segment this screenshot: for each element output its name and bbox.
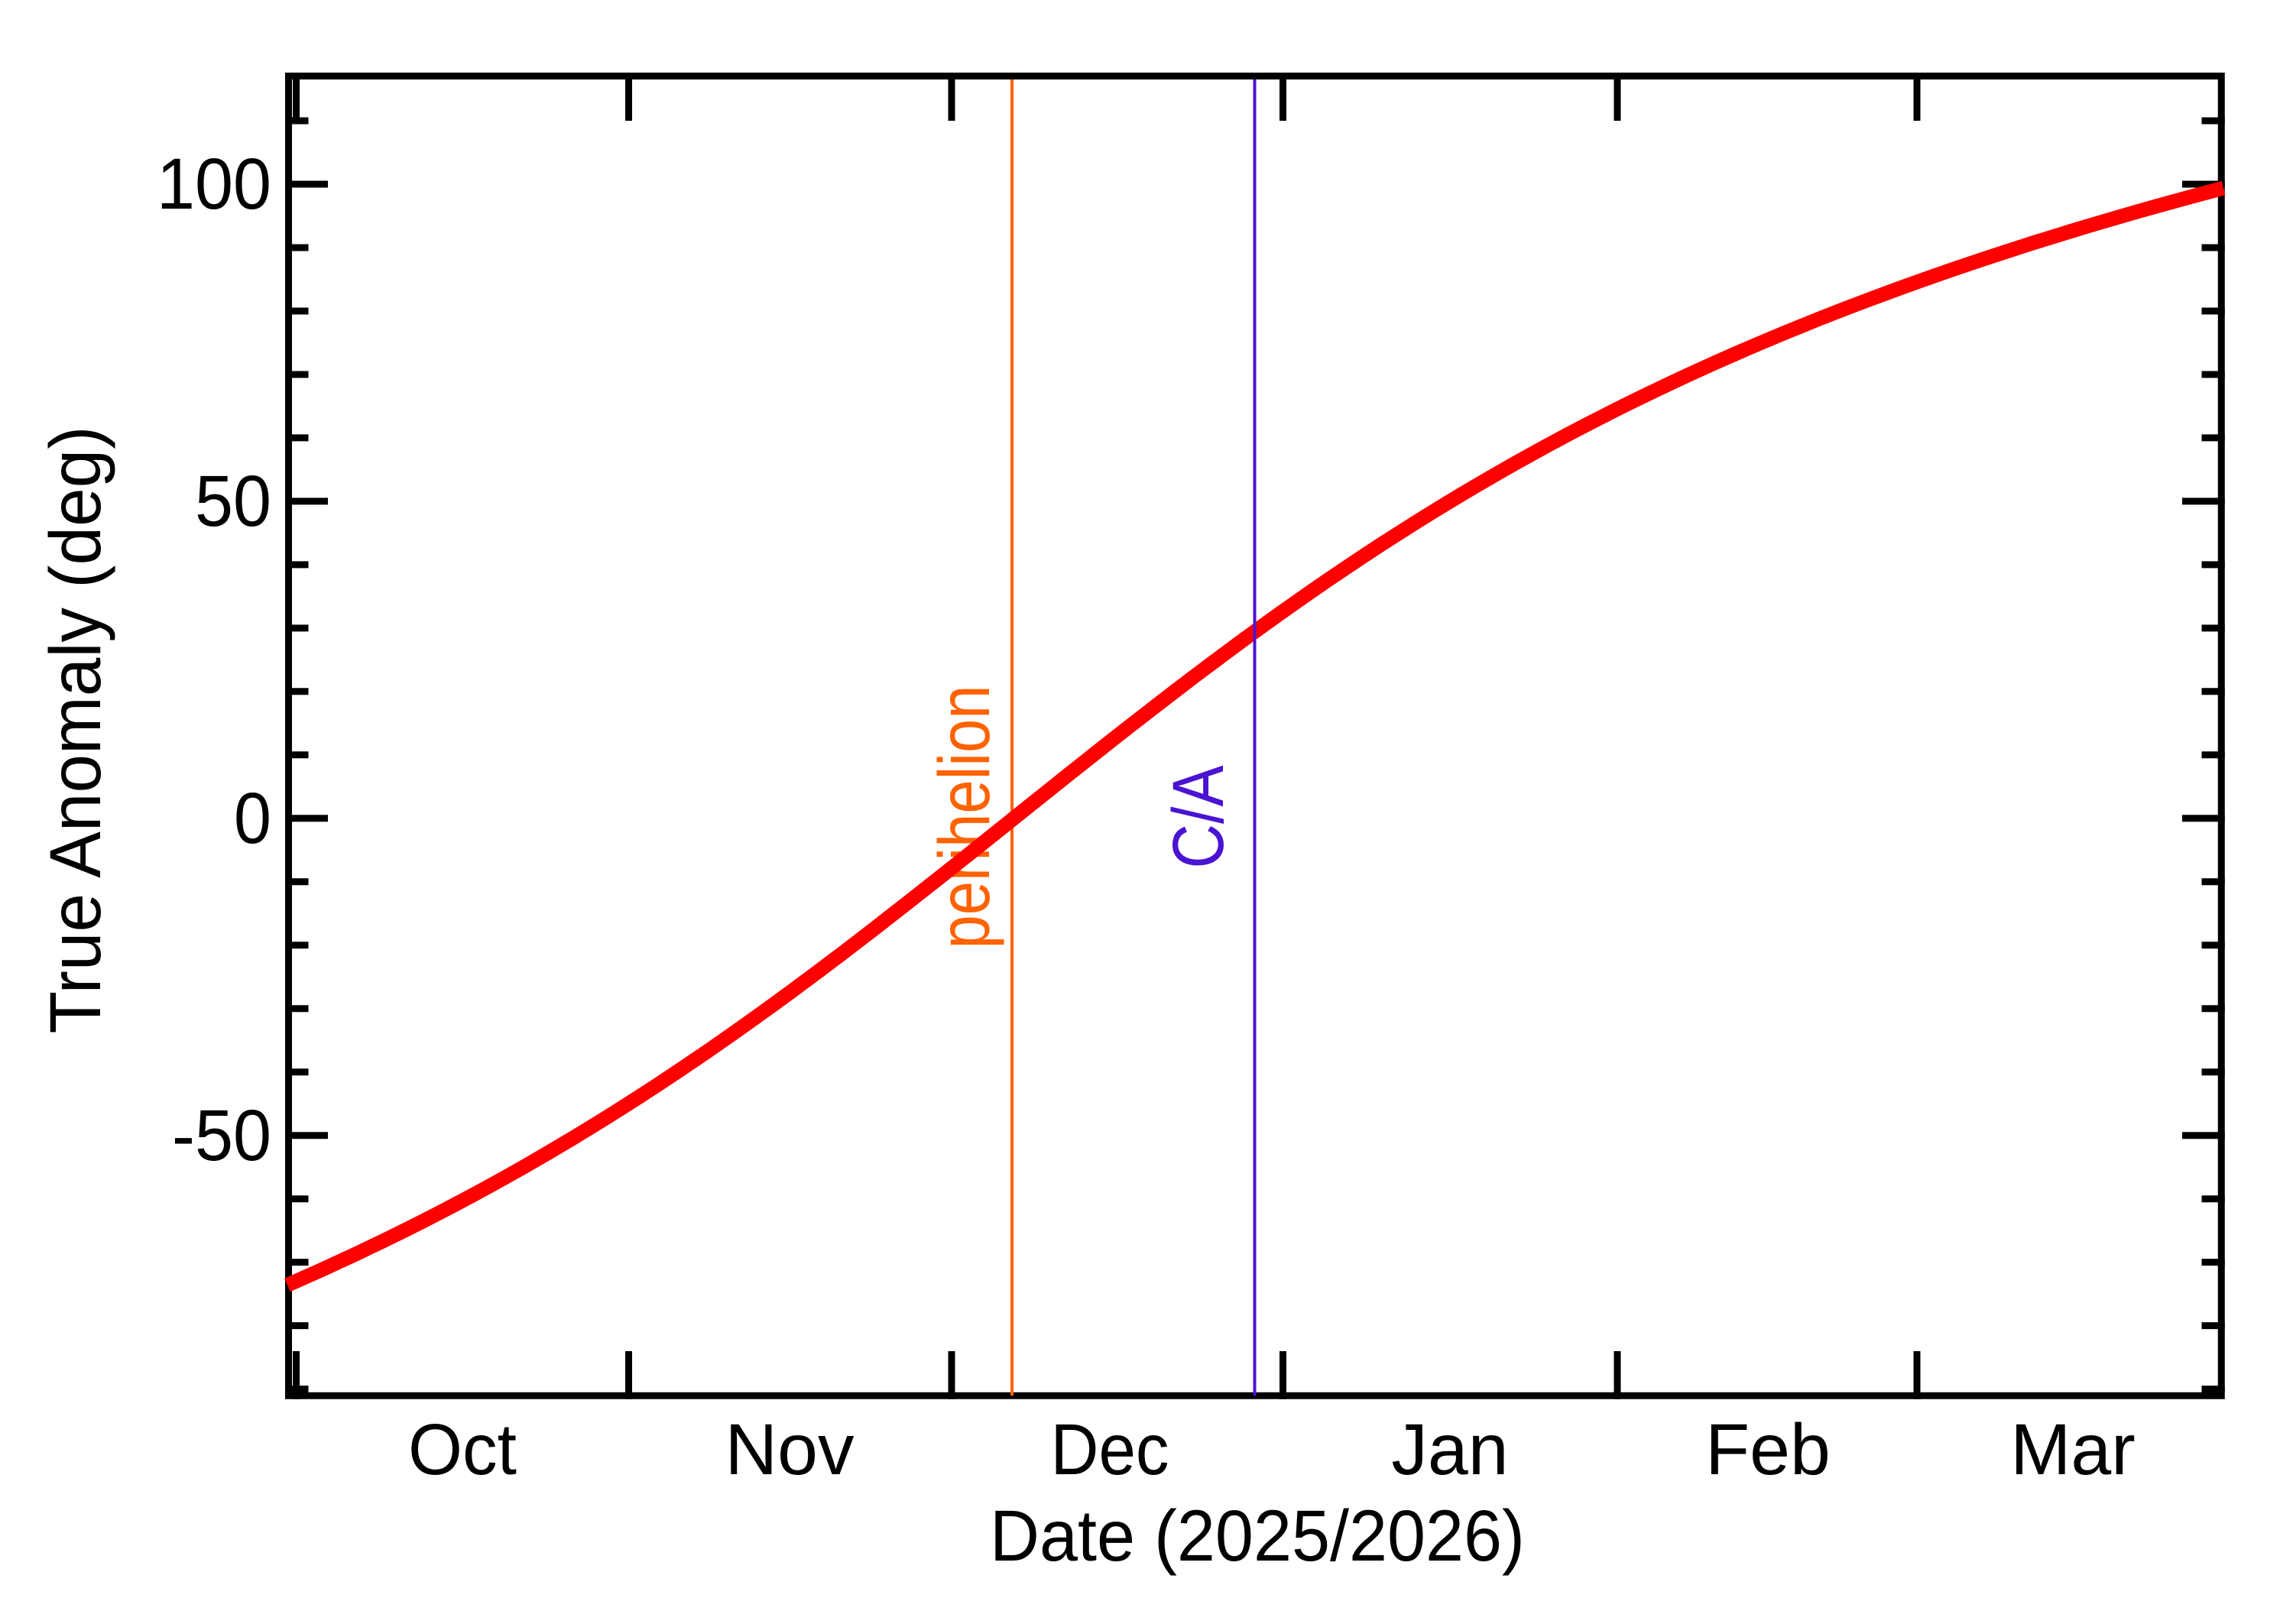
- svg-text:perihelion: perihelion: [924, 686, 1005, 949]
- svg-text:100: 100: [157, 144, 271, 225]
- svg-text:Mar: Mar: [2010, 1409, 2136, 1490]
- svg-text:Feb: Feb: [1705, 1409, 1831, 1490]
- svg-text:-50: -50: [172, 1095, 271, 1176]
- svg-text:Jan: Jan: [1391, 1409, 1508, 1490]
- svg-text:True Anomaly (deg): True Anomaly (deg): [35, 426, 116, 1034]
- svg-text:Nov: Nov: [725, 1409, 855, 1490]
- svg-text:50: 50: [195, 461, 271, 542]
- svg-text:0: 0: [234, 778, 271, 859]
- svg-text:Date (2025/2026): Date (2025/2026): [990, 1496, 1525, 1577]
- svg-text:Dec: Dec: [1051, 1409, 1169, 1490]
- svg-text:Oct: Oct: [408, 1409, 517, 1490]
- svg-text:C/A: C/A: [1158, 765, 1239, 869]
